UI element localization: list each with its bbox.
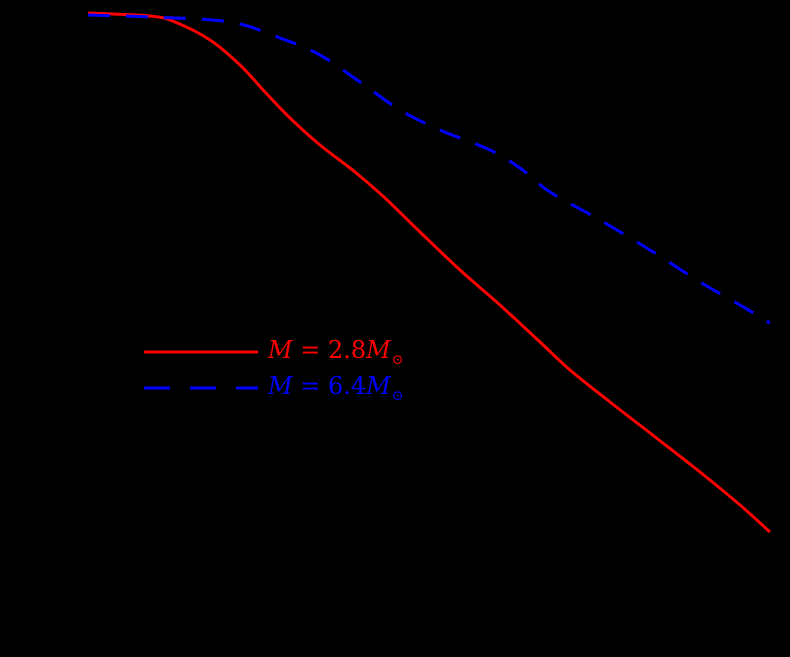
legend-swatch-solid-red [144, 350, 258, 354]
legend-label: M = 6.4M⊙ [268, 372, 404, 404]
series-line-m-6.4 [87, 13, 771, 325]
legend-item-m-2.8: M = 2.8M⊙ [140, 334, 403, 370]
legend: M = 2.8M⊙ M = 6.4M⊙ [140, 334, 403, 406]
legend-label: M = 2.8M⊙ [268, 336, 404, 368]
series-line-m-2.8 [87, 11, 772, 534]
legend-item-m-6.4: M = 6.4M⊙ [140, 370, 403, 406]
legend-swatch-dashed-blue [144, 386, 258, 390]
